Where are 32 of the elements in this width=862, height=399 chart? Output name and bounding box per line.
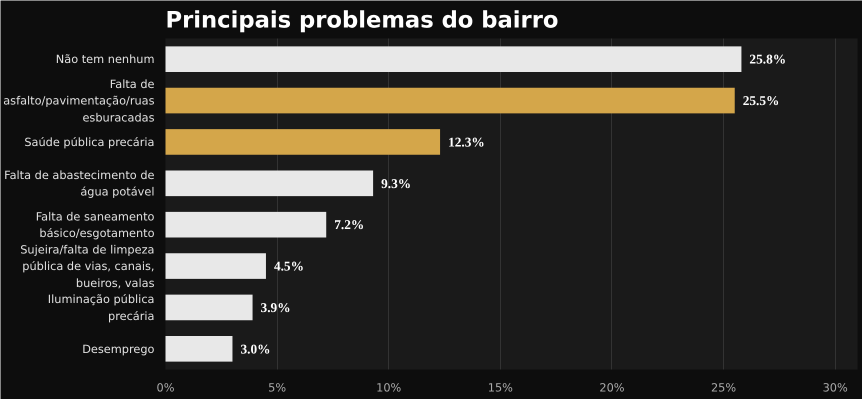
data-label: 4.5%	[274, 258, 304, 274]
bar	[166, 46, 742, 72]
data-label: 25.8%	[749, 52, 786, 67]
y-tick-label: Desemprego	[82, 342, 155, 356]
x-tick-label: 5%	[268, 380, 286, 394]
y-tick-label: Sujeira/falta de limpeza pública de vias, canais, bueiros, valas	[20, 242, 155, 290]
bar	[166, 253, 266, 279]
bar	[166, 294, 253, 320]
x-tick-label: 30%	[822, 380, 848, 394]
chart-title: Principais problemas do bairro	[166, 8, 558, 34]
y-tick-label: Falta de abastecimento de água potável	[4, 168, 155, 199]
bar	[166, 129, 440, 155]
y-tick-label: Iluminação pública precária	[48, 292, 155, 323]
data-label: 9.3%	[381, 176, 412, 191]
bar	[166, 88, 735, 114]
data-label: 7.2%	[334, 217, 364, 232]
x-tick-label: 25%	[710, 380, 736, 394]
x-tick-label: 10%	[376, 380, 402, 394]
y-tick-label: Falta de saneamento básico/esgotamento	[36, 209, 155, 240]
data-label: 12.3%	[448, 134, 485, 150]
bar	[166, 336, 232, 362]
x-tick-label: 15%	[488, 380, 514, 394]
x-tick-label: 0%	[156, 380, 175, 394]
y-tick-label: Saúde pública precária	[24, 134, 155, 149]
data-label: 3.9%	[260, 300, 291, 315]
x-tick-label: 20%	[599, 380, 625, 394]
bar	[166, 170, 374, 196]
data-label: 25.5%	[742, 93, 780, 108]
bar	[166, 212, 326, 238]
data-label: 3.0%	[240, 341, 270, 356]
y-tick-label: Não tem nenhum	[56, 52, 154, 66]
y-tick-label: Falta de asfalto/pavimentação/ruas esburacadas	[3, 76, 155, 124]
